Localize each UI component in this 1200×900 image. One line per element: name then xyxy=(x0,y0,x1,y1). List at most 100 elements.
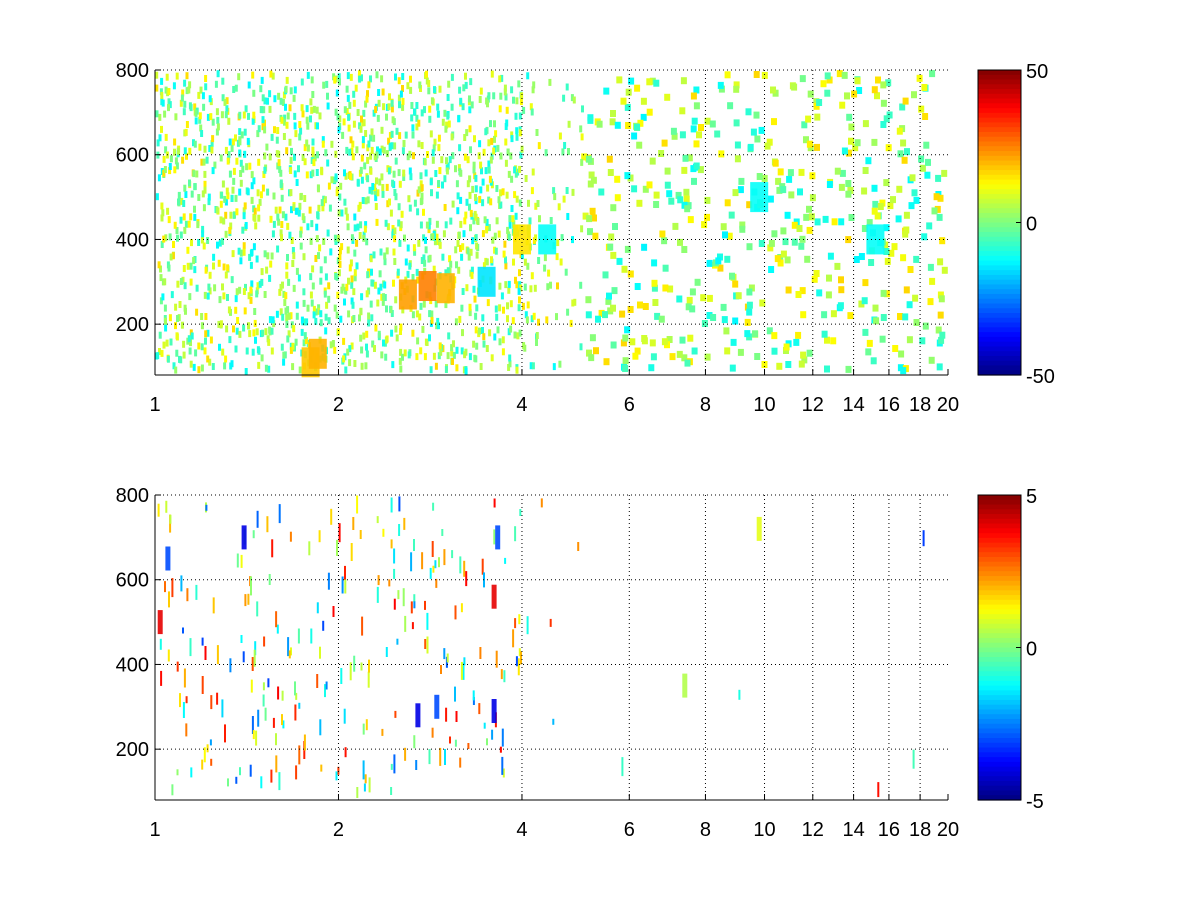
heatmap-cell xyxy=(398,279,417,310)
heatmap-cell xyxy=(766,327,773,335)
heatmap-cell xyxy=(177,191,181,199)
heatmap-cell xyxy=(380,173,384,181)
heatmap-cell xyxy=(455,711,458,722)
heatmap-cell xyxy=(730,338,737,346)
heatmap-cell xyxy=(517,304,521,312)
heatmap-cell xyxy=(598,188,605,196)
heatmap-cell xyxy=(419,180,423,188)
heatmap-cell xyxy=(498,282,502,290)
heatmap-cell xyxy=(257,125,261,133)
heatmap-cell xyxy=(753,71,760,78)
heatmap-cell xyxy=(164,234,168,242)
heatmap-cell xyxy=(173,138,177,146)
heatmap-cell xyxy=(593,347,599,355)
heatmap-cell xyxy=(183,668,186,688)
heatmap-cell xyxy=(336,257,340,265)
heatmap-cell xyxy=(706,294,713,302)
heatmap-cell xyxy=(391,179,395,187)
heatmap-cell xyxy=(371,183,375,190)
heatmap-cell xyxy=(324,684,326,698)
heatmap-cell xyxy=(297,209,301,217)
heatmap-cell xyxy=(874,212,881,220)
heatmap-cell xyxy=(750,128,757,136)
heatmap-cell xyxy=(398,180,402,188)
heatmap-cell xyxy=(418,271,437,301)
heatmap-cell xyxy=(214,80,218,88)
heatmap-cell xyxy=(344,287,348,295)
heatmap-cell xyxy=(160,349,164,357)
heatmap-cell xyxy=(395,334,399,342)
heatmap-cell xyxy=(737,348,744,356)
heatmap-cell xyxy=(936,363,943,371)
heatmap-cell xyxy=(493,333,497,341)
heatmap-cell xyxy=(374,203,378,210)
colorbar-segment xyxy=(978,198,1021,205)
heatmap-cell xyxy=(498,75,502,83)
heatmap-cell xyxy=(531,86,535,94)
heatmap-cell xyxy=(239,767,241,776)
heatmap-cell xyxy=(167,104,170,112)
heatmap-cell xyxy=(362,332,366,340)
heatmap-cell xyxy=(403,517,406,530)
heatmap-cell xyxy=(346,94,350,102)
heatmap-cell xyxy=(289,87,293,95)
heatmap-cell xyxy=(358,70,361,78)
heatmap-cell xyxy=(455,180,459,188)
heatmap-cell xyxy=(225,105,229,113)
heatmap-cell xyxy=(535,332,539,339)
heatmap-cell xyxy=(419,347,423,355)
heatmap-cell xyxy=(642,303,649,310)
heatmap-cell xyxy=(939,237,946,245)
heatmap-cell xyxy=(478,327,481,335)
heatmap-cell xyxy=(197,91,201,99)
heatmap-cell xyxy=(340,209,344,217)
heatmap-cell xyxy=(164,581,166,593)
heatmap-cell xyxy=(193,266,197,274)
heatmap-cell xyxy=(289,531,292,542)
heatmap-cell xyxy=(192,257,196,265)
heatmap-cell xyxy=(300,316,304,324)
heatmap-cell xyxy=(234,194,238,202)
heatmap-cell xyxy=(184,220,188,228)
heatmap-cell xyxy=(552,187,556,195)
heatmap-cell xyxy=(359,530,362,539)
heatmap-cell xyxy=(315,223,319,231)
heatmap-cell xyxy=(519,151,523,159)
heatmap-cell xyxy=(504,256,507,264)
heatmap-cell xyxy=(352,517,355,530)
heatmap-cell xyxy=(157,174,161,182)
x-tick-label: 12 xyxy=(802,394,824,416)
heatmap-cell xyxy=(516,332,520,340)
heatmap-cell xyxy=(337,126,341,134)
heatmap-cell xyxy=(264,364,268,372)
heatmap-cell xyxy=(410,601,413,614)
heatmap-cell xyxy=(241,525,247,550)
heatmap-cell xyxy=(228,170,232,178)
heatmap-cell xyxy=(319,319,323,327)
heatmap-cell xyxy=(334,173,338,181)
heatmap-cell xyxy=(505,119,509,127)
heatmap-cell xyxy=(330,508,333,525)
heatmap-cell xyxy=(316,122,319,130)
heatmap-cell xyxy=(194,349,198,357)
heatmap-cell xyxy=(248,162,252,170)
heatmap-cell xyxy=(813,270,820,277)
heatmap-cell xyxy=(321,140,325,148)
heatmap-cell xyxy=(941,169,948,177)
heatmap-cell xyxy=(175,349,179,357)
heatmap-cell xyxy=(394,193,398,201)
colorbar-segment xyxy=(978,537,1021,544)
heatmap-cell xyxy=(185,152,188,160)
heatmap-cell xyxy=(628,77,635,85)
heatmap-cell xyxy=(383,294,387,301)
heatmap-cell xyxy=(225,187,229,195)
heatmap-cell xyxy=(441,253,445,261)
heatmap-cell xyxy=(858,300,865,308)
heatmap-cell xyxy=(261,184,265,192)
heatmap-cell xyxy=(458,315,462,323)
heatmap-cell xyxy=(350,281,354,289)
heatmap-cell xyxy=(312,305,316,313)
heatmap-cell xyxy=(349,173,353,181)
heatmap-cell xyxy=(477,266,496,297)
heatmap-cell xyxy=(444,269,448,277)
